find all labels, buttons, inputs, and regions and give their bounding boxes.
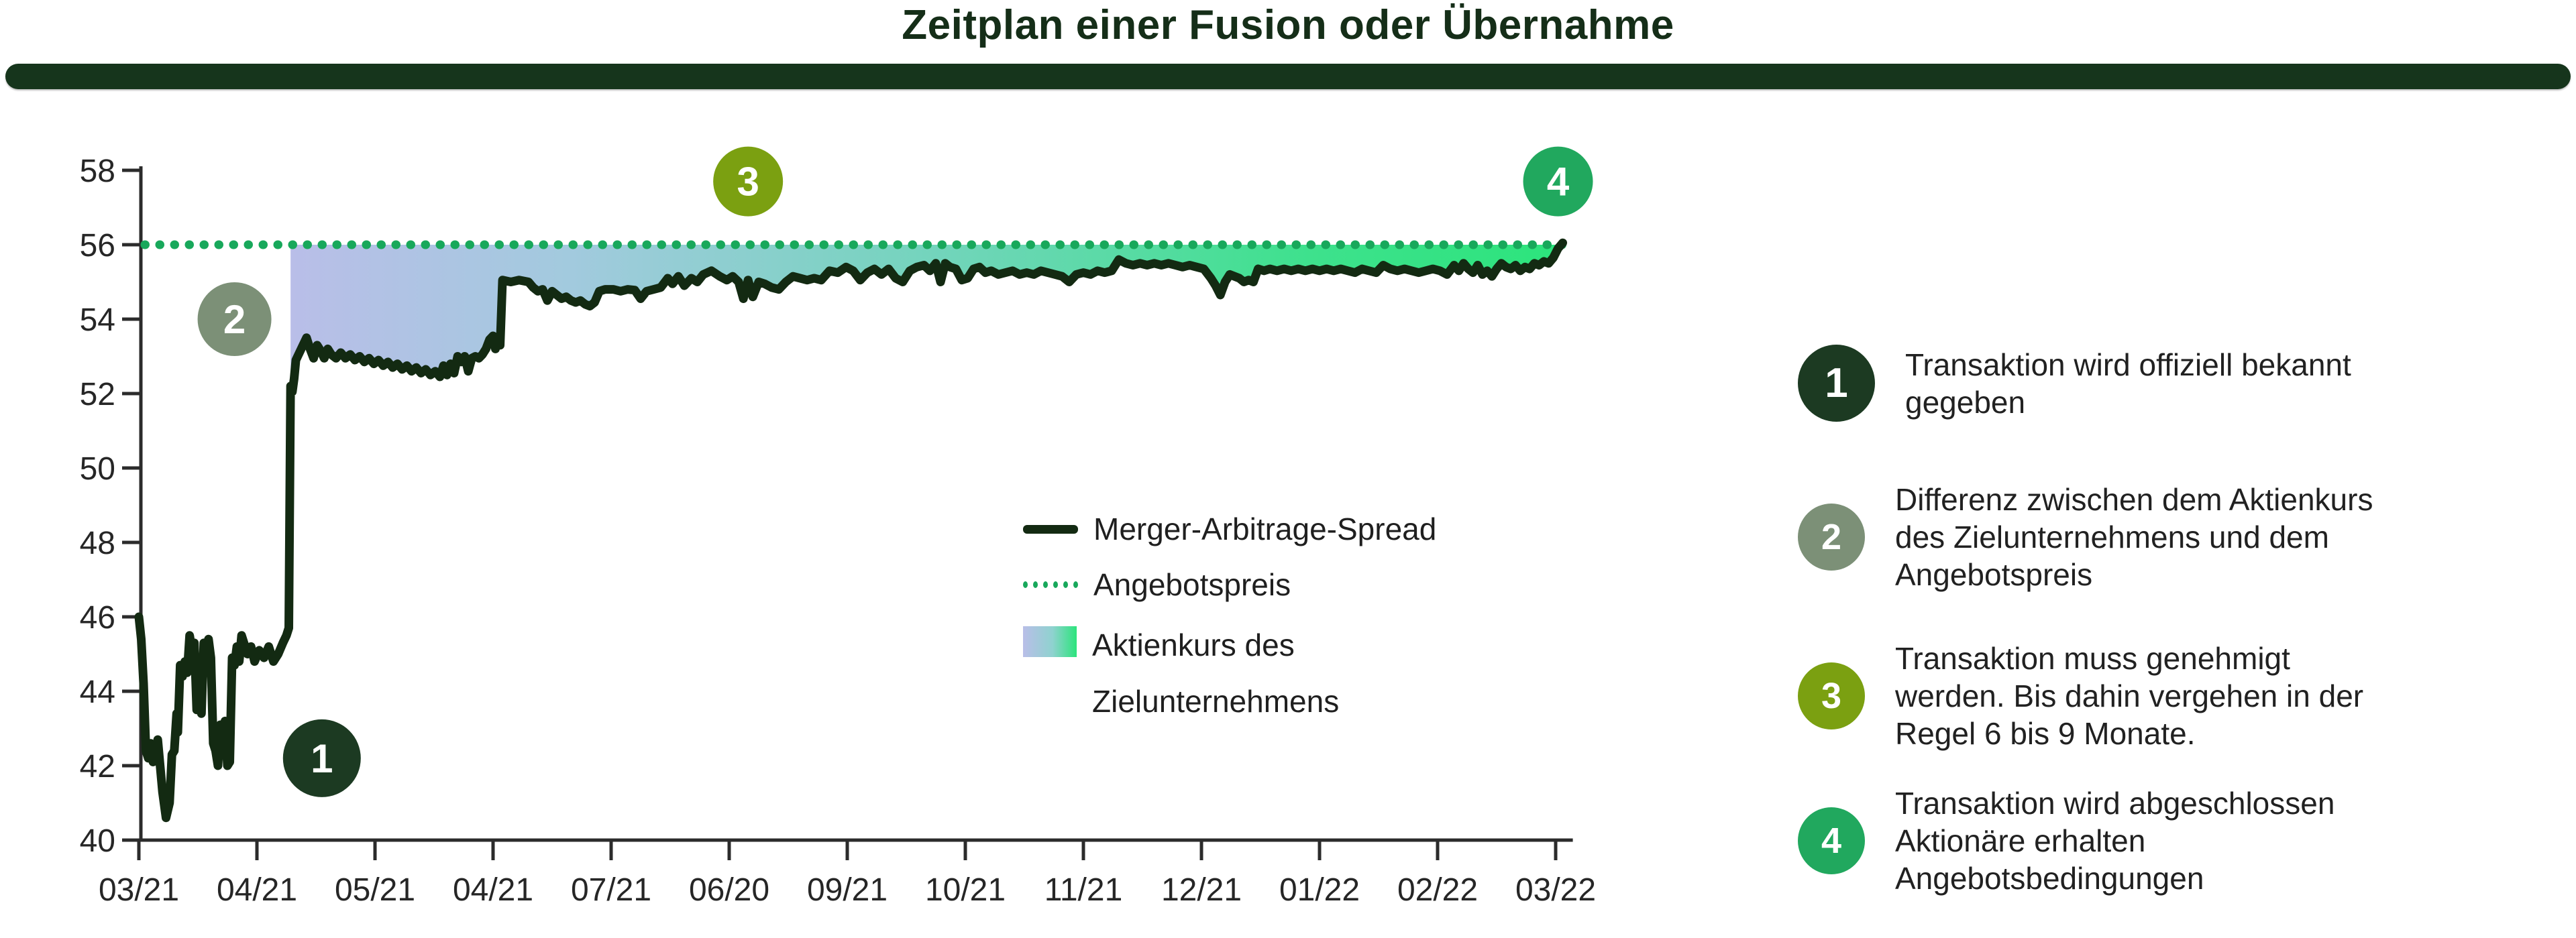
x-tick-label: 07/21 bbox=[571, 872, 651, 908]
step-description-line: Transaktion wird offiziell bekannt bbox=[1905, 347, 2351, 382]
x-tick-label: 04/21 bbox=[217, 872, 297, 908]
x-tick-label: 11/21 bbox=[1044, 872, 1123, 908]
y-tick-label: 40 bbox=[80, 823, 115, 859]
x-tick-label: 03/22 bbox=[1515, 872, 1596, 908]
chart-step-badge-2: 2 bbox=[197, 282, 272, 356]
step-description-text: Differenz zwischen dem Aktienkurs des Zie… bbox=[1895, 481, 2373, 593]
step-number-badge-2: 2 bbox=[1798, 504, 1865, 571]
step-description-line: Angebotsbedingungen bbox=[1895, 861, 2204, 896]
x-tick-label: 12/21 bbox=[1161, 872, 1242, 908]
chart-step-badge-3: 3 bbox=[713, 146, 784, 217]
legend-row-offer-price: Angebotspreis bbox=[1023, 565, 1291, 604]
legend-row-target-share-price: Aktienkurs des Zielunternehmens bbox=[1023, 617, 1339, 729]
step-number-badge-4: 4 bbox=[1798, 807, 1865, 874]
y-tick-label: 56 bbox=[80, 228, 115, 263]
page-title: Zeitplan einer Fusion oder Übernahme bbox=[902, 2, 1674, 48]
svg-text:1: 1 bbox=[311, 736, 333, 781]
step-description-line: des Zielunternehmens und dem bbox=[1895, 520, 2329, 554]
step-description-line: Transaktion wird abgeschlossen bbox=[1895, 786, 2335, 821]
y-tick-label: 52 bbox=[80, 377, 115, 412]
step-description-line: Regel 6 bis 9 Monate. bbox=[1895, 716, 2196, 751]
step-item-4: 4 Transaktion wird abgeschlossen Aktionäre… bbox=[1798, 784, 2334, 897]
step-badges: 1 2 3 4 bbox=[197, 146, 1593, 797]
step-description-text: Transaktion wird offiziell bekannt gegebe… bbox=[1905, 346, 2351, 421]
x-tick-label: 01/22 bbox=[1279, 872, 1360, 908]
x-tick-label: 09/21 bbox=[807, 872, 888, 908]
legend-label-target-share-price: Aktienkurs des Zielunternehmens bbox=[1092, 617, 1339, 729]
dotted-line-swatch-icon bbox=[1023, 581, 1078, 588]
step-number-badge-1: 1 bbox=[1798, 345, 1875, 422]
svg-text:3: 3 bbox=[737, 160, 759, 204]
x-tick-label: 05/21 bbox=[335, 872, 415, 908]
legend-label-target-line1: Aktienkurs des bbox=[1092, 628, 1295, 662]
x-tick-label: 04/21 bbox=[453, 872, 533, 908]
y-tick-label: 46 bbox=[80, 600, 115, 636]
x-tick-label: 02/22 bbox=[1397, 872, 1478, 908]
legend-row-spread: Merger-Arbitrage-Spread bbox=[1023, 510, 1436, 548]
legend-label-offer-price: Angebotspreis bbox=[1093, 567, 1291, 602]
y-tick-label: 50 bbox=[80, 451, 115, 487]
step-description-text: Transaktion wird abgeschlossen Aktionäre … bbox=[1895, 784, 2334, 897]
x-tick-label: 10/21 bbox=[925, 872, 1006, 908]
step-description-text: Transaktion muss genehmigt werden. Bis da… bbox=[1895, 640, 2363, 752]
chart-axes bbox=[122, 166, 1573, 860]
step-number-badge-3: 3 bbox=[1798, 662, 1865, 729]
line-swatch-icon bbox=[1023, 524, 1078, 534]
x-tick-label: 03/21 bbox=[99, 872, 179, 908]
y-tick-label: 54 bbox=[80, 302, 115, 338]
legend-label-spread: Merger-Arbitrage-Spread bbox=[1093, 512, 1437, 546]
step-description-line: Transaktion muss genehmigt bbox=[1895, 641, 2290, 676]
title-underline-bar bbox=[5, 64, 2571, 89]
svg-text:4: 4 bbox=[1547, 160, 1570, 204]
step-description-line: werden. Bis dahin vergehen in der bbox=[1895, 679, 2364, 713]
y-tick-label: 44 bbox=[80, 675, 115, 710]
chart-step-badge-4: 4 bbox=[1523, 146, 1593, 217]
chart-step-badge-1: 1 bbox=[282, 719, 361, 797]
y-tick-label: 42 bbox=[80, 749, 115, 784]
step-item-2: 2 Differenz zwischen dem Aktienkurs des Zi… bbox=[1798, 481, 2373, 593]
y-tick-label: 48 bbox=[80, 526, 115, 561]
step-item-1: 1 Transaktion wird offiziell bekannt gegeb… bbox=[1798, 345, 2351, 422]
step-description-line: Angebotspreis bbox=[1895, 557, 2093, 592]
merger-arbitrage-spread-line bbox=[134, 238, 1568, 823]
x-tick-label: 06/20 bbox=[689, 872, 769, 908]
gradient-area-swatch-icon bbox=[1023, 626, 1077, 657]
step-item-3: 3 Transaktion muss genehmigt werden. Bis d… bbox=[1798, 640, 2363, 752]
svg-text:2: 2 bbox=[223, 297, 246, 342]
step-description-line: gegeben bbox=[1905, 384, 2026, 420]
step-description-line: Aktionäre erhalten bbox=[1895, 823, 2146, 858]
legend-label-target-line2: Zielunternehmens bbox=[1092, 684, 1340, 719]
step-description-line: Differenz zwischen dem Aktienkurs bbox=[1895, 482, 2373, 517]
y-tick-label: 58 bbox=[80, 154, 115, 189]
